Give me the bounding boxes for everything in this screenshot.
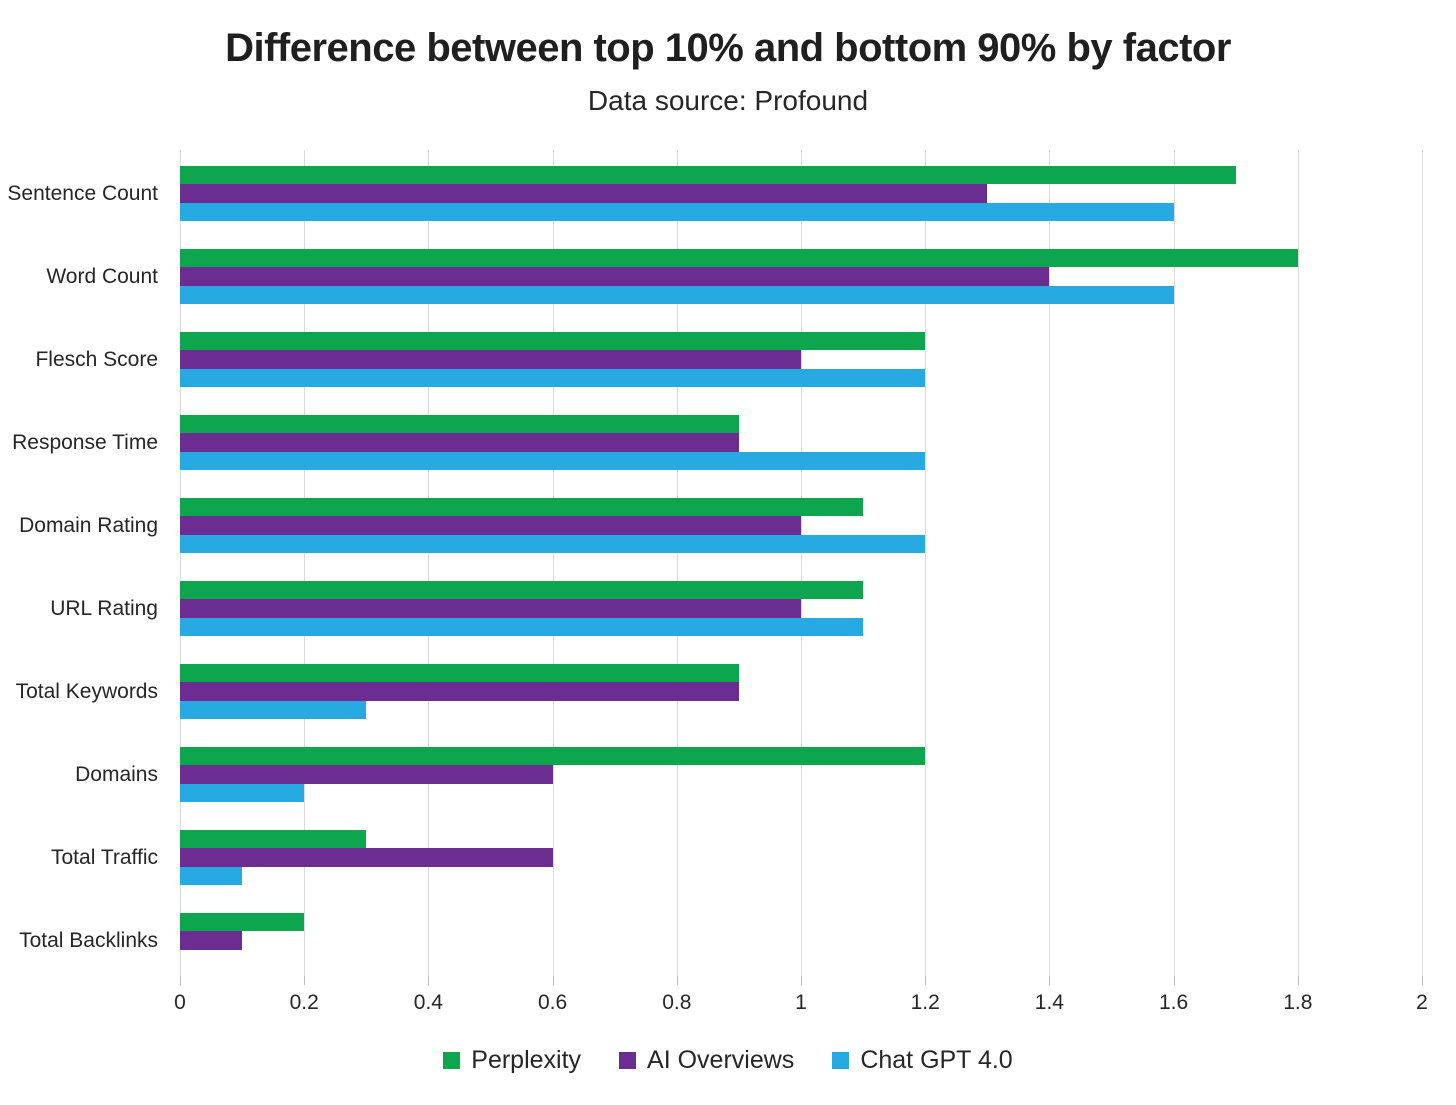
category-label: Word Count bbox=[46, 264, 158, 288]
category-label: Sentence Count bbox=[7, 181, 158, 205]
x-tick-label: 0 bbox=[174, 991, 186, 1014]
gridline bbox=[552, 150, 554, 976]
axis-tick bbox=[428, 976, 430, 985]
x-tick-label: 1 bbox=[795, 991, 807, 1014]
axis-tick bbox=[552, 976, 554, 985]
legend-label: Perplexity bbox=[471, 1046, 582, 1074]
legend-item-chat-gpt-4-0: Chat GPT 4.0 bbox=[832, 1046, 1013, 1075]
x-tick-label: 0.2 bbox=[289, 991, 319, 1014]
bar-ai-overviews-url-rating bbox=[180, 599, 801, 618]
x-tick-label: 0.6 bbox=[537, 991, 568, 1014]
category-label: Domains bbox=[75, 762, 158, 786]
bar-ai-overviews-domains bbox=[180, 765, 553, 784]
bar-chat-gpt-4-0-url-rating bbox=[180, 617, 864, 637]
legend-item-perplexity: Perplexity bbox=[443, 1046, 581, 1075]
legend-swatch-chat-gpt-4-0 bbox=[832, 1052, 850, 1069]
bar-chat-gpt-4-0-domains bbox=[180, 783, 305, 803]
bar-ai-overviews-response-time bbox=[180, 433, 739, 452]
legend-item-ai-overviews: AI Overviews bbox=[619, 1046, 794, 1075]
gridline bbox=[304, 150, 306, 976]
axis-tick bbox=[304, 976, 306, 985]
bar-perplexity-total-backlinks bbox=[180, 912, 305, 932]
legend-swatch-ai-overviews bbox=[619, 1052, 637, 1069]
gridline bbox=[428, 150, 430, 976]
bar-ai-overviews-sentence-count bbox=[180, 184, 988, 203]
category-label: URL Rating bbox=[50, 596, 158, 620]
legend-swatch-perplexity bbox=[443, 1052, 461, 1069]
bar-perplexity-total-keywords bbox=[180, 663, 739, 683]
bar-chat-gpt-4-0-word-count bbox=[180, 285, 1174, 305]
x-tick-label: 2 bbox=[1416, 991, 1428, 1014]
x-tick-label: 1.8 bbox=[1283, 991, 1313, 1014]
category-label: Total Traffic bbox=[51, 845, 158, 869]
gridline bbox=[1173, 150, 1175, 976]
gridline bbox=[925, 150, 927, 976]
plot-area bbox=[180, 150, 1423, 985]
bar-perplexity-word-count bbox=[180, 248, 1298, 268]
x-tick-label: 1.2 bbox=[910, 991, 940, 1014]
category-label: Total Keywords bbox=[15, 679, 158, 703]
bar-ai-overviews-total-keywords bbox=[180, 682, 739, 701]
bar-ai-overviews-total-traffic bbox=[180, 848, 553, 867]
gridline bbox=[1049, 150, 1051, 976]
bar-perplexity-response-time bbox=[180, 414, 739, 434]
bar-perplexity-flesch-score bbox=[180, 331, 926, 351]
gridline bbox=[801, 150, 802, 976]
gridline bbox=[1422, 150, 1423, 976]
gridline bbox=[180, 150, 181, 976]
x-tick-label: 1.6 bbox=[1158, 991, 1189, 1014]
legend-label: Chat GPT 4.0 bbox=[860, 1046, 1013, 1074]
axis-tick bbox=[1422, 976, 1423, 985]
category-label: Response Time bbox=[12, 430, 158, 454]
bar-ai-overviews-word-count bbox=[180, 267, 1050, 286]
bar-perplexity-domains bbox=[180, 746, 926, 766]
bar-chat-gpt-4-0-total-traffic bbox=[180, 866, 243, 886]
bar-chat-gpt-4-0-total-keywords bbox=[180, 700, 367, 720]
bar-ai-overviews-flesch-score bbox=[180, 350, 801, 369]
axis-tick bbox=[801, 976, 802, 985]
axis-tick bbox=[676, 976, 678, 985]
x-tick-label: 1.4 bbox=[1034, 991, 1064, 1014]
bar-perplexity-domain-rating bbox=[180, 497, 864, 517]
axis-tick bbox=[1049, 976, 1051, 985]
bar-perplexity-sentence-count bbox=[180, 165, 1236, 185]
gridline bbox=[676, 150, 678, 976]
bar-perplexity-url-rating bbox=[180, 580, 864, 600]
axis-tick bbox=[1297, 976, 1299, 985]
bar-ai-overviews-total-backlinks bbox=[180, 931, 243, 950]
chart-title: Difference between top 10% and bottom 90… bbox=[225, 26, 1231, 70]
axis-tick bbox=[1173, 976, 1175, 985]
bar-chat-gpt-4-0-flesch-score bbox=[180, 368, 926, 388]
x-tick-label: 0.8 bbox=[662, 991, 692, 1014]
legend-label: AI Overviews bbox=[647, 1046, 795, 1074]
bar-chat-gpt-4-0-response-time bbox=[180, 451, 926, 471]
bar-perplexity-total-traffic bbox=[180, 829, 367, 849]
bar-chat-gpt-4-0-sentence-count bbox=[180, 202, 1174, 222]
gridline bbox=[1297, 150, 1299, 976]
axis-tick bbox=[925, 976, 927, 985]
category-label: Flesch Score bbox=[35, 347, 158, 371]
bar-ai-overviews-domain-rating bbox=[180, 516, 801, 535]
bar-chat-gpt-4-0-domain-rating bbox=[180, 534, 926, 554]
category-label: Domain Rating bbox=[19, 513, 158, 537]
chart-subtitle: Data source: Profound bbox=[587, 85, 869, 116]
category-label: Total Backlinks bbox=[19, 928, 158, 952]
x-tick-label: 0.4 bbox=[413, 991, 443, 1014]
axis-tick bbox=[180, 976, 181, 985]
legend: Perplexity AI Overviews Chat GPT 4.0 bbox=[0, 1046, 1456, 1075]
